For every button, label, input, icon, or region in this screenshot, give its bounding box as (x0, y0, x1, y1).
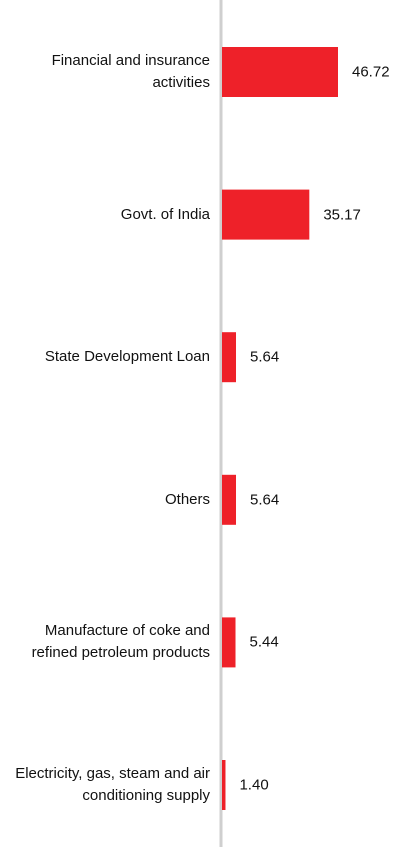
category-label: Others (164, 490, 210, 508)
bar (222, 474, 237, 525)
bar (222, 617, 236, 668)
value-label: 5.64 (250, 491, 280, 509)
bar (222, 760, 226, 810)
value-label: 5.64 (250, 348, 280, 366)
bar (222, 47, 338, 97)
value-label: 5.44 (249, 633, 279, 651)
bar (222, 189, 310, 240)
category-label: Financial and insurance activities (51, 52, 210, 91)
category-label: Manufacture of coke and refined petroleu… (31, 622, 210, 662)
category-label: Electricity, gas, steam and air conditio… (15, 765, 210, 804)
category-label: State Development Loan (44, 348, 210, 366)
category-label: Govt. of India (120, 205, 210, 223)
value-label: 35.17 (323, 206, 361, 224)
value-label: 46.72 (352, 63, 390, 81)
bar (222, 332, 237, 383)
value-label: 1.40 (239, 776, 269, 794)
